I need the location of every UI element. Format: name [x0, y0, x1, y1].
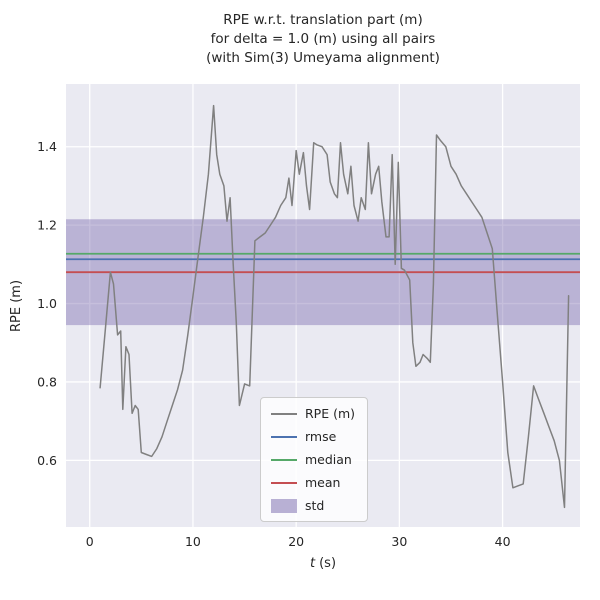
legend-entry-rmse: rmse: [271, 428, 355, 445]
legend-entry-std: std: [271, 497, 355, 514]
legend-label-rmse: rmse: [305, 429, 337, 444]
legend-label-std: std: [305, 498, 325, 513]
legend-label-rpe: RPE (m): [305, 406, 356, 421]
rpe-line-swatch-icon: [271, 412, 297, 415]
mean-line-swatch-icon: [271, 481, 297, 484]
y-tick-label: 1.2: [37, 218, 57, 233]
std-patch-swatch-icon: [271, 498, 297, 513]
rpe-series-line: [99, 104, 570, 509]
legend-entry-rpe: RPE (m): [271, 405, 355, 422]
chart-title-line-2: for delta = 1.0 (m) using all pairs: [211, 31, 436, 47]
legend-label-mean: mean: [305, 475, 341, 490]
legend-entry-mean: mean: [271, 474, 355, 491]
x-tick-label: 20: [288, 534, 304, 549]
chart-title-line-3: (with Sim(3) Umeyama alignment): [206, 50, 440, 66]
rmse-line-swatch-icon: [271, 435, 297, 438]
legend-entry-median: median: [271, 451, 355, 468]
x-tick-label: 10: [185, 534, 201, 549]
y-tick-label: 0.8: [37, 374, 57, 389]
y-axis-label: RPE (m): [9, 280, 24, 332]
legend: RPE (m) rmse median mean std: [260, 397, 369, 522]
y-tick-label: 1.4: [37, 139, 57, 154]
y-tick-label: 0.6: [37, 453, 57, 468]
y-tick-label: 1.0: [37, 296, 57, 311]
x-tick-label: 0: [86, 534, 94, 549]
x-tick-label: 30: [391, 534, 407, 549]
legend-label-median: median: [305, 452, 352, 467]
chart-title-line-1: RPE w.r.t. translation part (m): [223, 12, 422, 28]
x-tick-label: 40: [495, 534, 511, 549]
x-axis-label: t (s): [310, 556, 336, 571]
median-line-swatch-icon: [271, 458, 297, 461]
